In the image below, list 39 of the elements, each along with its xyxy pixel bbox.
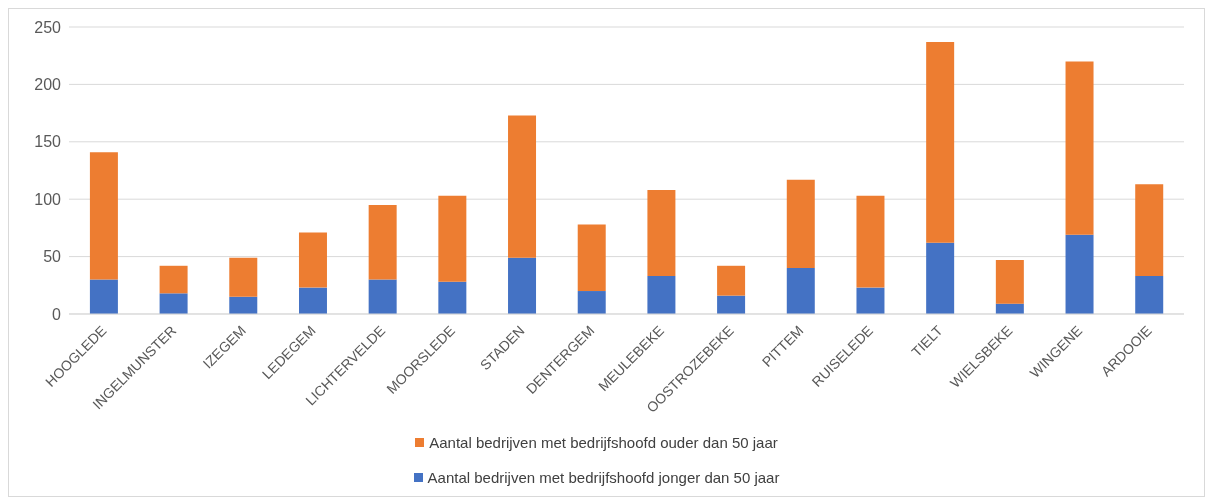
bar xyxy=(717,295,746,314)
legend-label: Aantal bedrijven met bedrijfshoofd ouder dan 50 jaar xyxy=(429,434,778,451)
bar xyxy=(229,296,258,314)
bar xyxy=(856,195,885,288)
bar xyxy=(438,281,467,314)
bar xyxy=(229,257,258,297)
bar xyxy=(1135,184,1164,277)
y-tick-label: 150 xyxy=(34,133,62,151)
bar xyxy=(89,279,118,314)
bar xyxy=(438,195,467,282)
bar xyxy=(647,190,676,277)
bar xyxy=(368,279,397,314)
bar xyxy=(1065,234,1094,314)
bar xyxy=(647,276,676,314)
bar xyxy=(926,41,955,243)
bar xyxy=(508,115,537,258)
bar xyxy=(786,268,815,314)
legend-label: Aantal bedrijven met bedrijfshoofd jonger dan 50 jaar xyxy=(427,469,780,486)
bar xyxy=(995,260,1024,304)
y-tick-label: 0 xyxy=(52,305,62,323)
bar xyxy=(298,287,327,314)
bar xyxy=(368,204,397,280)
y-tick-label: 100 xyxy=(34,190,62,208)
bar xyxy=(298,232,327,288)
bar xyxy=(856,287,885,314)
bar xyxy=(89,152,118,280)
bar xyxy=(717,265,746,296)
bar xyxy=(1065,61,1094,235)
bar xyxy=(926,242,955,314)
y-tick-label: 200 xyxy=(34,76,62,94)
bar xyxy=(577,291,606,314)
bar xyxy=(508,257,537,314)
bar xyxy=(577,224,606,292)
y-tick-label: 250 xyxy=(34,18,62,36)
bar xyxy=(1135,276,1164,314)
y-tick-label: 50 xyxy=(43,248,62,266)
bar xyxy=(159,293,188,314)
bar xyxy=(786,179,815,269)
bar xyxy=(159,265,188,294)
